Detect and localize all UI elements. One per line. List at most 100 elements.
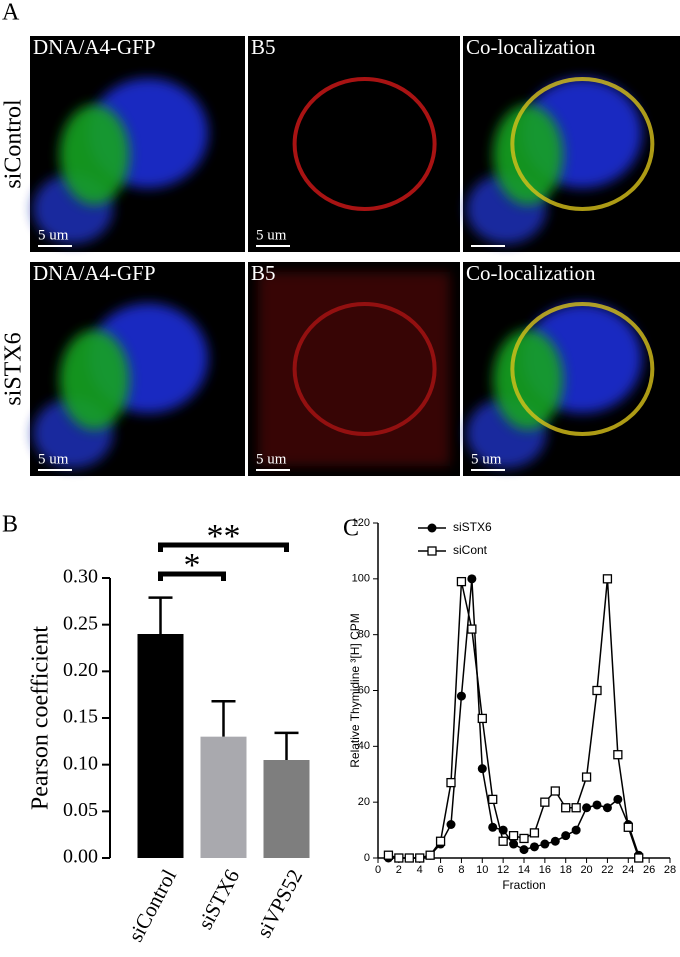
marker: [623, 822, 633, 832]
x-tick-label: 14: [518, 864, 530, 876]
legend-label: siSTX6: [453, 520, 492, 534]
marker: [467, 624, 477, 634]
marker: [508, 831, 519, 841]
y-tick-label: 20: [358, 796, 370, 808]
blob: [59, 104, 130, 205]
marker: [561, 831, 571, 841]
y-tick-label: 40: [358, 740, 370, 752]
series-line: [388, 578, 640, 859]
y-tick-label: 120: [352, 517, 370, 529]
image-title: B5: [251, 35, 276, 59]
micrograph: Co-localization 5 um: [463, 261, 680, 476]
marker: [592, 685, 602, 696]
significance-label: *: [184, 547, 201, 584]
legend-label: siCont: [453, 543, 488, 557]
significance-label: **: [207, 518, 241, 555]
y-tick-label: 0.15: [63, 706, 98, 728]
micrograph: DNA/A4-GFP 5 um: [30, 35, 245, 252]
x-tick-label: siSTX6: [193, 865, 244, 933]
y-tick-label: 0.25: [63, 612, 98, 634]
y-tick-label: 80: [358, 629, 370, 641]
bar: [200, 736, 247, 858]
x-axis-label: Fraction: [502, 878, 545, 892]
scale-label: 5 um: [471, 451, 502, 467]
micrograph: Co-localization: [463, 35, 680, 252]
error-bar: [274, 731, 299, 760]
marker: [529, 828, 540, 838]
significance-bracket: [158, 571, 226, 581]
marker: [550, 836, 560, 846]
series-line: [388, 578, 640, 859]
x-tick-label: 22: [601, 864, 613, 876]
marker: [582, 803, 592, 813]
significance-bracket: [158, 542, 289, 552]
marker: [613, 794, 623, 804]
row-label: siControl: [1, 99, 27, 189]
x-tick-label: 10: [476, 864, 488, 876]
bar: [263, 760, 310, 858]
marker: [404, 853, 414, 863]
stain: [258, 272, 450, 466]
x-tick-label: 16: [539, 864, 551, 876]
x-tick-label: 12: [497, 864, 509, 876]
marker: [456, 691, 466, 701]
scale-label: 5 um: [256, 227, 287, 243]
x-tick-label: 4: [417, 864, 423, 876]
marker: [446, 777, 456, 788]
row-label: siSTX6: [1, 332, 27, 405]
marker: [477, 764, 487, 774]
x-tick-label: 18: [560, 864, 572, 876]
marker: [602, 574, 613, 584]
image-title: Co-localization: [466, 261, 596, 285]
panel-label: B: [2, 512, 18, 538]
bar: [137, 634, 184, 858]
image-bg: [248, 36, 460, 252]
scale-label: 5 um: [256, 451, 287, 467]
error-bar: [148, 596, 173, 634]
marker: [550, 786, 560, 796]
marker: [571, 803, 581, 813]
image-title: B5: [251, 261, 276, 285]
blob: [59, 329, 130, 430]
y-axis-label: Pearson coefficient: [28, 626, 54, 810]
y-tick-label: 100: [352, 573, 370, 585]
marker: [488, 794, 498, 805]
scale-label: 5 um: [38, 451, 69, 467]
marker: [509, 839, 519, 849]
micrograph: B5 5 um: [248, 261, 460, 476]
x-tick-label: 0: [375, 864, 381, 876]
error-bar: [211, 699, 236, 737]
panel-label: C: [343, 516, 359, 542]
y-tick-label: 60: [358, 684, 370, 696]
y-tick-label: 0: [364, 852, 370, 864]
marker: [456, 576, 467, 587]
marker: [581, 772, 592, 782]
image-title: Co-localization: [466, 35, 596, 59]
marker: [477, 713, 487, 724]
membrane: [510, 302, 655, 436]
legend-marker: [427, 546, 437, 556]
x-tick-label: 8: [458, 864, 464, 876]
micrograph: DNA/A4-GFP 5 um: [30, 261, 245, 476]
marker: [561, 803, 571, 813]
image-title: DNA/A4-GFP: [33, 35, 156, 59]
marker: [383, 850, 394, 860]
y-tick-label: 0.10: [63, 752, 98, 774]
marker: [488, 822, 498, 832]
x-tick-label: 6: [438, 864, 444, 876]
marker: [435, 836, 446, 846]
x-tick-label: siVPS52: [251, 865, 307, 941]
marker: [519, 833, 529, 844]
legend-marker: [427, 523, 437, 533]
blob: [493, 329, 564, 430]
marker: [415, 853, 425, 863]
membrane: [292, 77, 437, 211]
marker: [446, 820, 456, 829]
x-tick-label: 2: [396, 864, 402, 876]
membrane: [510, 77, 655, 211]
x-tick-label: 28: [664, 864, 676, 876]
marker: [519, 845, 529, 855]
y-axis-label: Relative Thymidine ³[H] CPM: [348, 613, 362, 768]
marker: [425, 850, 435, 860]
marker: [634, 853, 644, 863]
